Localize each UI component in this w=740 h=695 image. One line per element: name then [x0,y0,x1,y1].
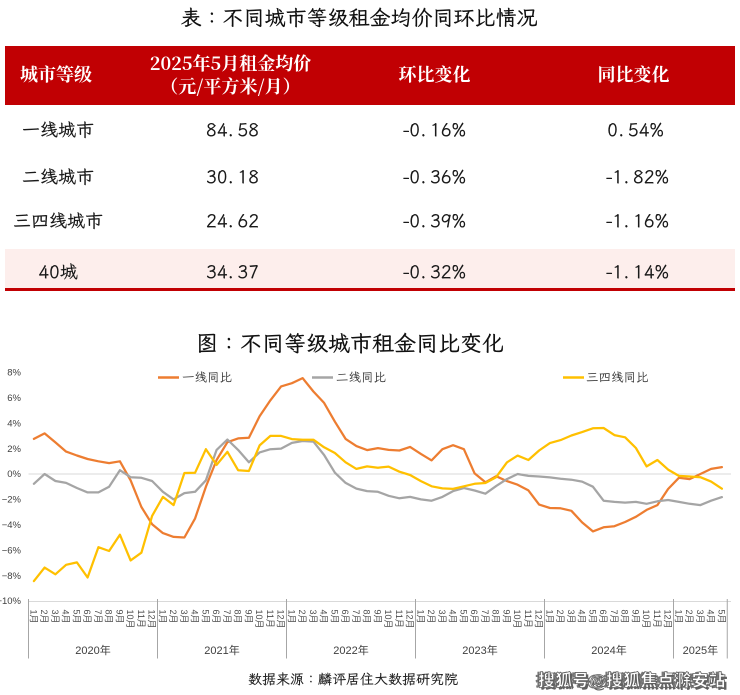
svg-text:8月: 8月 [104,610,114,624]
svg-text:−10%: −10% [0,596,22,607]
svg-text:−4%: −4% [2,520,22,531]
svg-text:6月: 6月 [82,610,92,624]
svg-text:11月: 11月 [136,610,146,628]
svg-text:9月: 9月 [373,610,383,624]
svg-text:三四线同比: 三四线同比 [586,369,649,386]
svg-text:7月: 7月 [480,610,490,624]
svg-text:8月: 8月 [233,610,243,624]
svg-text:12月: 12月 [276,610,286,629]
svg-text:−2%: −2% [2,495,22,506]
svg-text:2月: 2月 [168,610,178,624]
svg-text:3月: 3月 [50,610,60,624]
svg-text:10月: 10月 [512,610,522,629]
svg-text:7月: 7月 [93,610,103,624]
svg-text:8月: 8月 [620,610,630,624]
svg-text:2022年: 2022年 [333,643,368,657]
svg-text:1月: 1月 [674,610,684,624]
svg-text:9月: 9月 [631,610,641,624]
svg-text:10月: 10月 [383,610,393,629]
svg-text:7月: 7月 [609,610,619,624]
svg-text:3月: 3月 [179,610,189,624]
svg-text:12月: 12月 [663,610,673,629]
svg-text:9月: 9月 [115,610,125,624]
svg-text:9月: 9月 [244,610,254,624]
svg-text:5月: 5月 [72,610,82,624]
svg-text:一线同比: 一线同比 [182,369,232,386]
svg-text:4月: 4月 [61,610,71,624]
svg-text:3月: 3月 [695,610,705,624]
svg-text:10月: 10月 [254,610,264,629]
svg-text:4%: 4% [7,418,21,429]
svg-text:4月: 4月 [577,610,587,624]
svg-text:二线同比: 二线同比 [336,369,386,386]
svg-text:2月: 2月 [297,610,307,624]
svg-text:8月: 8月 [362,610,372,624]
svg-text:10月: 10月 [641,610,651,629]
svg-text:12月: 12月 [147,610,157,629]
svg-text:7月: 7月 [351,610,361,624]
svg-text:6月: 6月 [469,610,479,624]
svg-text:6月: 6月 [340,610,350,624]
svg-text:4月: 4月 [448,610,458,624]
svg-text:2月: 2月 [39,610,49,624]
svg-text:2%: 2% [7,444,21,455]
svg-text:10月: 10月 [125,610,135,629]
svg-text:4月: 4月 [190,610,200,624]
svg-text:2月: 2月 [684,610,694,624]
svg-text:5月: 5月 [330,610,340,624]
svg-text:8月: 8月 [491,610,501,624]
svg-text:12月: 12月 [405,610,415,629]
svg-text:1月: 1月 [416,610,426,624]
svg-text:5月: 5月 [459,610,469,624]
svg-text:7月: 7月 [222,610,232,624]
svg-text:1月: 1月 [287,610,297,624]
svg-text:11月: 11月 [265,610,275,628]
svg-text:1月: 1月 [29,610,39,624]
svg-text:1月: 1月 [158,610,168,624]
svg-text:2023年: 2023年 [462,643,497,657]
svg-text:5月: 5月 [588,610,598,624]
svg-text:2020年: 2020年 [75,643,110,657]
svg-text:2月: 2月 [555,610,565,624]
svg-text:11月: 11月 [394,610,404,628]
svg-text:6月: 6月 [598,610,608,624]
svg-text:0%: 0% [7,469,21,480]
svg-text:2025年: 2025年 [683,643,718,657]
svg-text:6%: 6% [7,393,21,404]
svg-text:11月: 11月 [523,610,533,628]
svg-text:4月: 4月 [706,610,716,624]
svg-text:3月: 3月 [437,610,447,624]
svg-text:−6%: −6% [2,545,22,556]
svg-text:5月: 5月 [717,610,727,624]
svg-text:9月: 9月 [502,610,512,624]
svg-text:3月: 3月 [566,610,576,624]
svg-text:11月: 11月 [652,610,662,628]
svg-text:3月: 3月 [308,610,318,624]
svg-text:8%: 8% [7,368,21,379]
svg-text:1月: 1月 [545,610,555,624]
svg-text:12月: 12月 [534,610,544,629]
svg-text:6月: 6月 [211,610,221,624]
svg-text:−8%: −8% [2,571,22,582]
svg-text:4月: 4月 [319,610,329,624]
svg-text:2024年: 2024年 [591,643,626,657]
svg-text:5月: 5月 [201,610,211,624]
svg-text:2021年: 2021年 [204,643,239,657]
svg-text:2月: 2月 [426,610,436,624]
